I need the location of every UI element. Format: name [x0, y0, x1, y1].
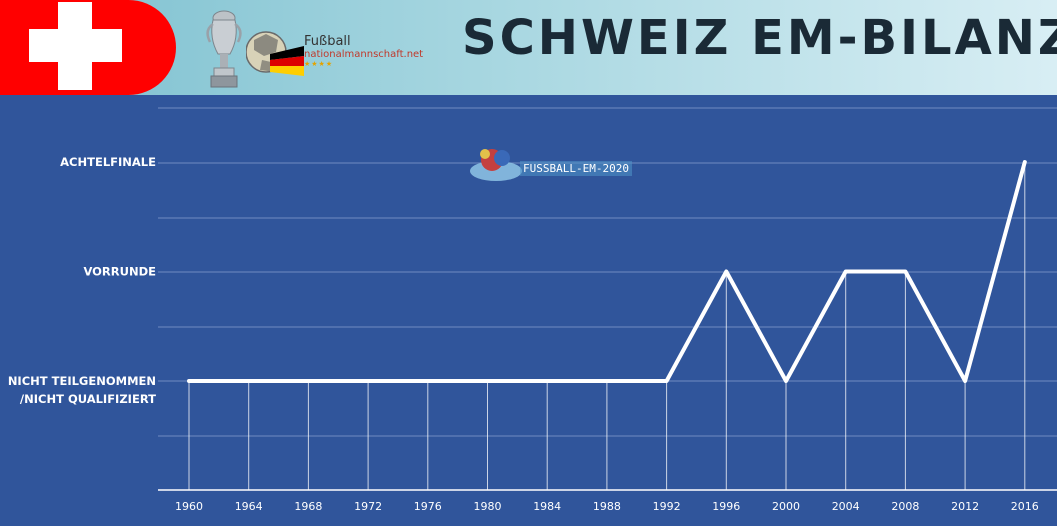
x-tick-label: 1996	[712, 500, 740, 513]
x-tick-label: 2008	[891, 500, 919, 513]
logo-line-2: nationalmannschaft.net	[304, 49, 424, 60]
x-tick-label: 1984	[533, 500, 561, 513]
x-tick-label: 1964	[235, 500, 263, 513]
x-tick-label: 1968	[294, 500, 322, 513]
x-tick-label: 1972	[354, 500, 382, 513]
x-tick-label: 2004	[832, 500, 860, 513]
x-tick-label: 2016	[1011, 500, 1039, 513]
site-logo-icon	[246, 31, 304, 76]
y-tick-label: VORRUNDE	[83, 265, 156, 279]
site-logo-text: Fußball nationalmannschaft.net ★★★★	[304, 35, 423, 68]
x-tick-label: 2000	[772, 500, 800, 513]
page-title: SCHWEIZ EM-BILANZ	[462, 10, 1057, 66]
y-tick-label: ACHTELFINALE	[60, 155, 156, 169]
trophy-icon	[206, 10, 242, 88]
watermark-logo-icon	[470, 149, 522, 181]
x-tick-label: 1980	[474, 500, 502, 513]
swiss-flag-icon	[0, 0, 176, 95]
x-tick-label: 1988	[593, 500, 621, 513]
x-tick-label: 2012	[951, 500, 979, 513]
x-tick-label: 1976	[414, 500, 442, 513]
logo-line-1: Fußball	[304, 34, 351, 49]
x-tick-label: 1992	[653, 500, 681, 513]
series-line	[187, 160, 1027, 383]
header-banner: Fußball nationalmannschaft.net ★★★★ SCHW…	[0, 0, 1057, 95]
y-tick-label: NICHT TEILGENOMMEN/NICHT QUALIFIZIERT	[8, 374, 156, 406]
watermark-text: FUSSBALL-EM-2020	[520, 161, 632, 176]
x-tick-label: 1960	[175, 500, 203, 513]
logo-stars: ★★★★	[304, 60, 334, 68]
